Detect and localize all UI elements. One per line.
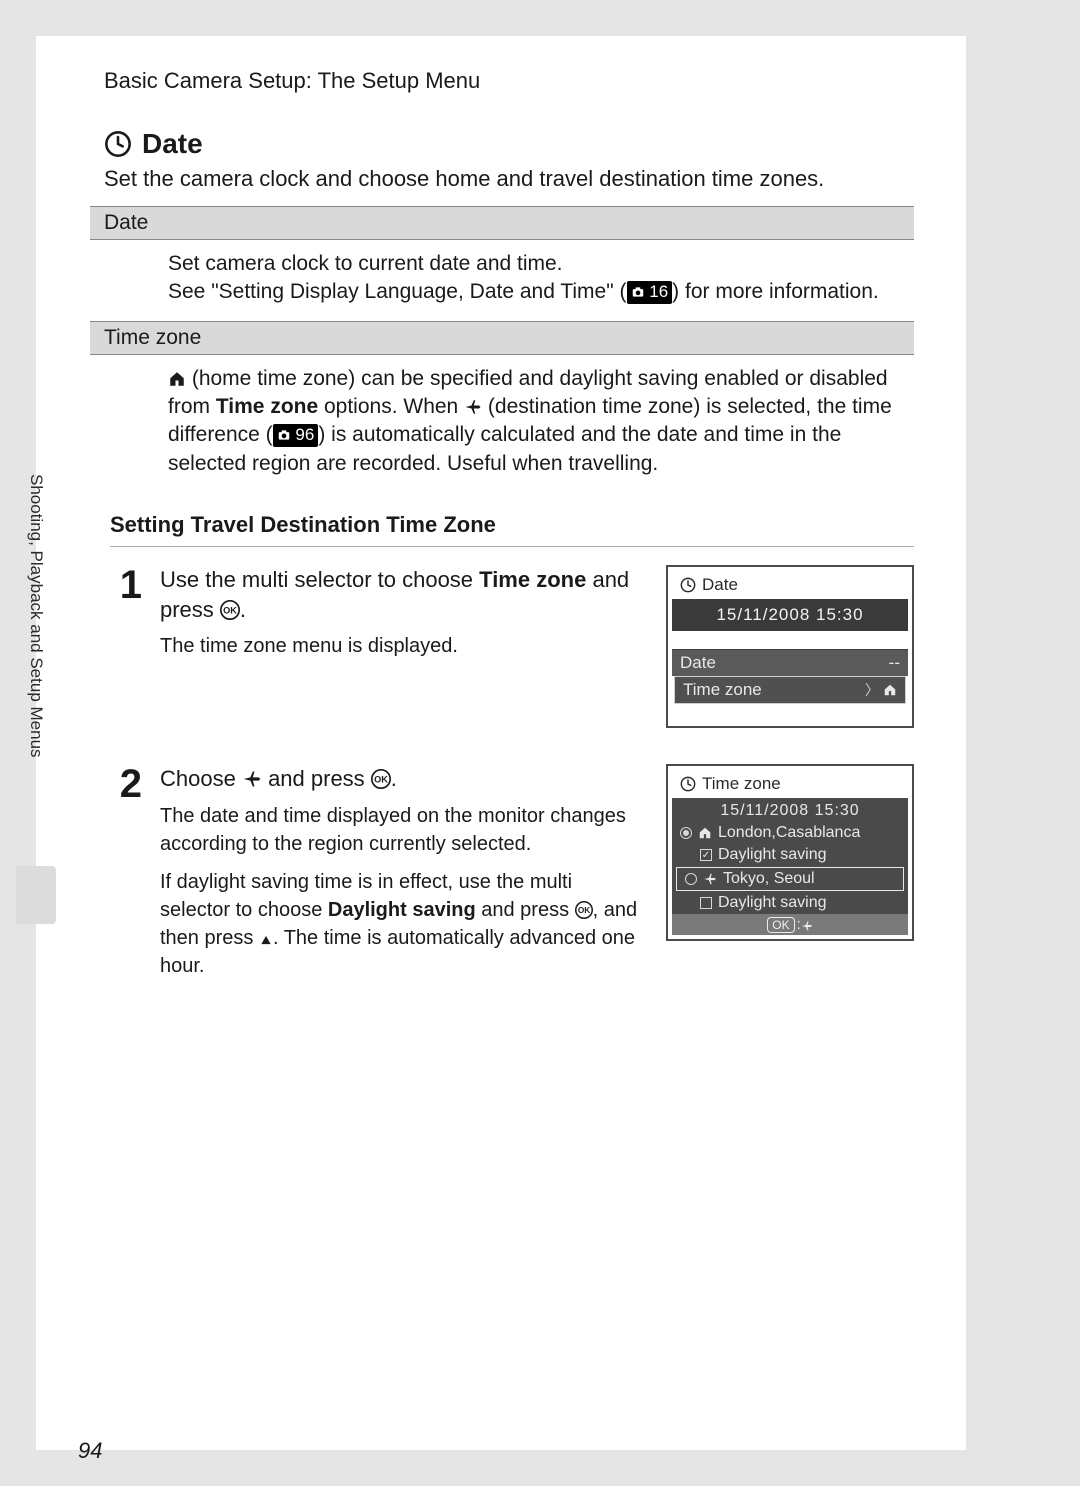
text: Tokyo, Seoul [723, 870, 815, 888]
table-row-head: Date [90, 206, 914, 240]
text: options. When [318, 395, 464, 418]
manual-page: Basic Camera Setup: The Setup Menu Date … [36, 36, 966, 1450]
screen-home-row: London,Casablanca [672, 822, 908, 844]
section-intro: Set the camera clock and choose home and… [104, 166, 914, 192]
clock-icon [104, 130, 132, 158]
clock-icon [680, 577, 696, 593]
step-main: Use the multi selector to choose Time zo… [160, 565, 644, 624]
camera-ref-icon: 16 [627, 281, 673, 304]
side-tab: Shooting, Playback and Setup Menus [16, 466, 56, 896]
home-icon [883, 683, 897, 697]
screen-title: Date [672, 571, 908, 599]
text: Set camera clock to current date and tim… [168, 252, 563, 275]
ok-pill: OK [767, 917, 794, 933]
radio-off-icon [685, 873, 697, 885]
step-sub: If daylight saving time is in effect, us… [160, 868, 644, 980]
plane-icon [801, 920, 813, 932]
camera-screen: Date 15/11/2008 15:30 Date -- Time zone … [666, 565, 914, 728]
screen-datetime: 15/11/2008 15:30 [672, 599, 908, 631]
page-header: Basic Camera Setup: The Setup Menu [104, 68, 914, 94]
text: . [391, 766, 397, 791]
screen-menu-row: Date -- [672, 649, 908, 676]
table-row-body: Set camera clock to current date and tim… [90, 240, 914, 321]
side-tab-label: Shooting, Playback and Setup Menus [16, 466, 46, 758]
screen-dest-row-selected: Tokyo, Seoul [676, 867, 904, 891]
text: -- [889, 653, 900, 673]
plane-icon [242, 769, 262, 789]
up-triangle-icon [259, 933, 273, 947]
page-ref: 96 [295, 425, 314, 444]
text: Daylight saving [718, 894, 827, 912]
text: See "Setting Display Language, Date and … [168, 280, 627, 303]
home-icon [168, 370, 186, 388]
text: ) for more information. [672, 280, 879, 303]
screen-daylight-row: Daylight saving [672, 892, 908, 914]
bold-text: Time zone [479, 567, 586, 592]
plane-icon [703, 872, 717, 886]
step-sub: The time zone menu is displayed. [160, 632, 644, 660]
camera-screen: Time zone 15/11/2008 15:30 London,Casabl… [666, 764, 914, 941]
side-tab-marker [16, 866, 56, 924]
text: Choose [160, 766, 242, 791]
table-row-head: Time zone [90, 321, 914, 355]
text: . [240, 597, 246, 622]
step-number: 2 [110, 764, 142, 990]
text: Date [702, 575, 738, 595]
checkbox-checked-icon: ✓ [700, 849, 712, 861]
text: Date [680, 653, 716, 673]
checkbox-icon [700, 897, 712, 909]
screen-datetime: 15/11/2008 15:30 [672, 798, 908, 822]
subheading: Setting Travel Destination Time Zone [110, 512, 914, 538]
step-sub: The date and time displayed on the monit… [160, 802, 644, 858]
camera-ref-icon: 96 [273, 424, 319, 447]
text: Use the multi selector to choose [160, 567, 479, 592]
ok-icon [575, 901, 593, 919]
step: 1 Use the multi selector to choose Time … [110, 565, 914, 728]
text: Daylight saving [718, 846, 827, 864]
clock-icon [680, 776, 696, 792]
home-icon [698, 826, 712, 840]
section-title-text: Date [142, 128, 203, 160]
text: Time zone [702, 774, 781, 794]
step-main: Choose and press . [160, 764, 644, 794]
page-number: 94 [78, 1438, 102, 1464]
step-number: 1 [110, 565, 142, 728]
plane-icon [464, 398, 482, 416]
step: 2 Choose and press . The date and time d… [110, 764, 914, 990]
bold-text: Time zone [216, 395, 318, 418]
section-title: Date [104, 128, 914, 160]
screen-daylight-row: ✓ Daylight saving [672, 844, 908, 866]
divider [110, 546, 914, 547]
radio-on-icon [680, 827, 692, 839]
ok-icon [371, 769, 391, 789]
text: London,Casablanca [718, 824, 860, 842]
text: and press [262, 766, 371, 791]
text: Time zone [683, 680, 762, 700]
text: and press [476, 899, 575, 921]
screen-menu-row-selected: Time zone 〉 [674, 676, 906, 704]
ok-icon [220, 600, 240, 620]
bold-text: Daylight saving [328, 899, 476, 921]
chevron-right-icon: 〉 [865, 680, 879, 700]
options-table: Date Set camera clock to current date an… [90, 206, 914, 492]
table-row-body: (home time zone) can be specified and da… [90, 355, 914, 492]
screen-title: Time zone [672, 770, 908, 798]
screen-ok-hint: OK: [672, 914, 908, 935]
page-ref: 16 [649, 282, 668, 301]
